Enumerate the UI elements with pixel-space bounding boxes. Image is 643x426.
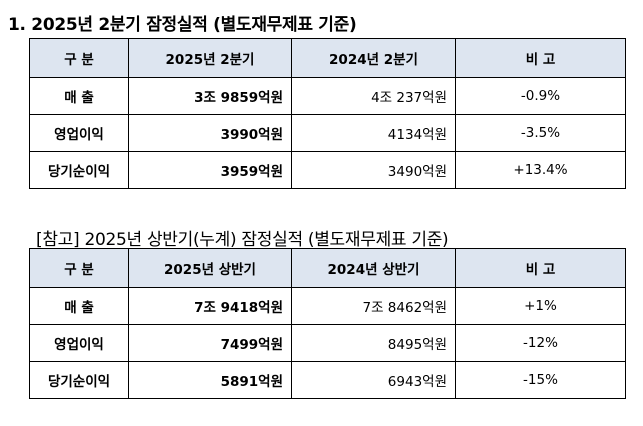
- current-value: 7499억원: [128, 324, 292, 362]
- table-row: 매 출 3조 9859억원 4조 237억원 -0.9%: [29, 77, 626, 115]
- half-year-results-table: 구 분 2025년 상반기 2024년 상반기 비 고 매 출 7조 9418억…: [29, 248, 626, 399]
- row-label-operating-profit: 영업이익: [29, 324, 129, 362]
- previous-value: 6943억원: [291, 361, 456, 399]
- row-label-net-income: 당기순이익: [29, 151, 129, 189]
- row-label-net-income: 당기순이익: [29, 361, 129, 399]
- header-note: 비 고: [455, 38, 626, 78]
- current-value: 7조 9418억원: [128, 287, 292, 325]
- header-category: 구 분: [29, 248, 129, 288]
- change-rate: -0.9%: [455, 77, 626, 115]
- previous-value: 7조 8462억원: [291, 287, 456, 325]
- previous-value: 4조 237억원: [291, 77, 456, 115]
- previous-value: 3490억원: [291, 151, 456, 189]
- header-previous-period: 2024년 2분기: [291, 38, 456, 78]
- table-row: 당기순이익 5891억원 6943억원 -15%: [29, 361, 626, 399]
- previous-value: 4134억원: [291, 114, 456, 152]
- current-value: 5891억원: [128, 361, 292, 399]
- change-rate: +1%: [455, 287, 626, 325]
- header-category: 구 분: [29, 38, 129, 78]
- row-label-revenue: 매 출: [29, 77, 129, 115]
- change-rate: +13.4%: [455, 151, 626, 189]
- section2-title: [참고] 2025년 상반기(누계) 잠정실적 (별도재무제표 기준): [36, 230, 449, 250]
- section1-title: 1. 2025년 2분기 잠정실적 (별도재무제표 기준): [8, 15, 357, 35]
- current-value: 3990억원: [128, 114, 292, 152]
- current-value: 3조 9859억원: [128, 77, 292, 115]
- table-row: 당기순이익 3959억원 3490억원 +13.4%: [29, 151, 626, 189]
- header-current-period: 2025년 상반기: [128, 248, 292, 288]
- change-rate: -15%: [455, 361, 626, 399]
- current-value: 3959억원: [128, 151, 292, 189]
- change-rate: -3.5%: [455, 114, 626, 152]
- header-note: 비 고: [455, 248, 626, 288]
- header-current-period: 2025년 2분기: [128, 38, 292, 78]
- row-label-operating-profit: 영업이익: [29, 114, 129, 152]
- row-label-revenue: 매 출: [29, 287, 129, 325]
- header-previous-period: 2024년 상반기: [291, 248, 456, 288]
- table-row: 영업이익 3990억원 4134억원 -3.5%: [29, 114, 626, 152]
- previous-value: 8495억원: [291, 324, 456, 362]
- change-rate: -12%: [455, 324, 626, 362]
- table-row: 영업이익 7499억원 8495억원 -12%: [29, 324, 626, 362]
- quarterly-results-table: 구 분 2025년 2분기 2024년 2분기 비 고 매 출 3조 9859억…: [29, 38, 626, 189]
- table-header-row: 구 분 2025년 2분기 2024년 2분기 비 고: [29, 38, 626, 78]
- table-row: 매 출 7조 9418억원 7조 8462억원 +1%: [29, 287, 626, 325]
- table-header-row: 구 분 2025년 상반기 2024년 상반기 비 고: [29, 248, 626, 288]
